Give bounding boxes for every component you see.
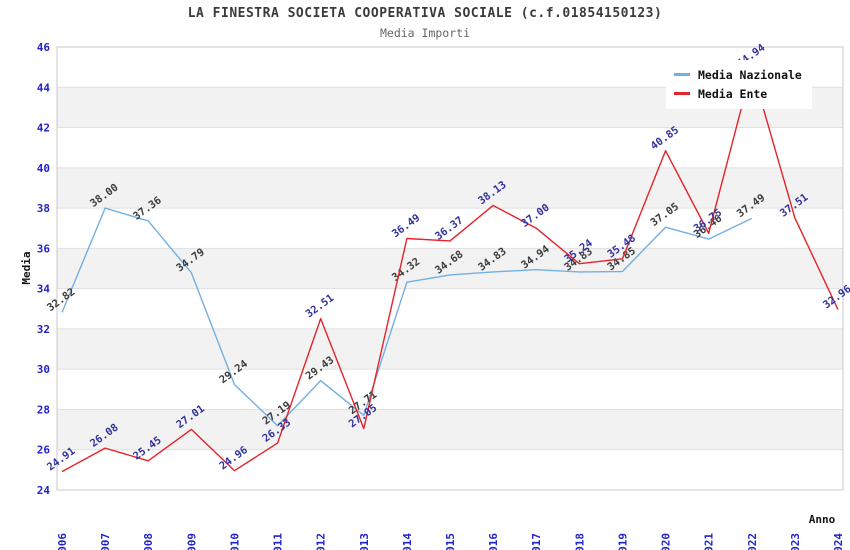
x-axis-tick-label: 2016 <box>487 533 500 550</box>
legend-label-media-ente: Media Ente <box>698 86 768 101</box>
x-axis-tick-label: 2007 <box>99 533 112 550</box>
plot-band <box>57 127 843 168</box>
y-axis-tick-label: 46 <box>37 41 51 54</box>
y-axis-tick-label: 42 <box>37 122 50 135</box>
legend-item-media-nazionale: Media Nazionale <box>674 65 804 84</box>
legend-item-media-ente: Media Ente <box>674 84 804 103</box>
chart-title: LA FINESTRA SOCIETA COOPERATIVA SOCIALE … <box>187 6 663 21</box>
legend: Media Nazionale Media Ente <box>666 60 812 109</box>
plot-band <box>57 409 843 450</box>
x-axis-tick-label: 2012 <box>315 533 328 550</box>
plot-border <box>56 46 844 491</box>
x-axis-tick-label: 2008 <box>142 533 155 550</box>
x-axis-tick-label: 2019 <box>616 533 629 550</box>
y-axis-tick-label: 38 <box>37 202 50 215</box>
x-axis-tick-label: 2015 <box>444 533 457 550</box>
plot-band <box>57 328 843 370</box>
x-axis-tick-label: 2011 <box>272 533 285 550</box>
x-axis-tick-label: 2013 <box>358 533 371 550</box>
series-line-media-nazionale <box>61 207 753 427</box>
chart-subtitle: Media Importi <box>379 26 470 40</box>
x-axis-tick-label: 2018 <box>573 533 586 550</box>
y-axis-tick-label: 44 <box>37 81 51 94</box>
x-axis-tick-label: 2023 <box>789 533 802 550</box>
x-axis-tick-label: 2020 <box>660 533 673 550</box>
y-axis-tick-label: 26 <box>37 444 51 457</box>
plot-band <box>57 288 843 329</box>
y-axis-tick-label: 40 <box>37 162 50 175</box>
y-axis-tick-label: 36 <box>37 242 51 255</box>
y-axis-tick-label: 30 <box>37 363 50 376</box>
y-axis-tick-label: 34 <box>37 283 51 296</box>
x-axis-tick-label: 2014 <box>401 533 414 550</box>
y-axis-tick-label: 24 <box>37 484 51 497</box>
x-axis-tick-label: 2021 <box>703 533 716 550</box>
legend-label-media-nazionale: Media Nazionale <box>698 67 802 82</box>
x-axis-tick-label: 2010 <box>228 533 241 550</box>
x-axis-tick-label: 2022 <box>746 533 759 550</box>
plot-band <box>57 449 843 490</box>
x-axis-tick-label: 2009 <box>185 533 198 550</box>
y-axis-title: Media <box>20 251 33 284</box>
x-axis-tick-label: 2024 <box>832 533 845 550</box>
media-nazionale-line-icon <box>674 73 690 76</box>
media-ente-line-icon <box>674 92 690 95</box>
plot-band <box>57 369 843 410</box>
y-axis-tick-label: 28 <box>37 403 50 416</box>
plot-band <box>57 208 843 249</box>
x-axis-tick-label: 2017 <box>530 533 543 550</box>
series-line-media-ente <box>61 67 839 473</box>
x-axis-title: Anno <box>809 513 836 526</box>
y-axis-tick-label: 32 <box>37 323 50 336</box>
plot-band <box>57 167 843 209</box>
x-axis-tick-label: 2006 <box>56 533 69 550</box>
